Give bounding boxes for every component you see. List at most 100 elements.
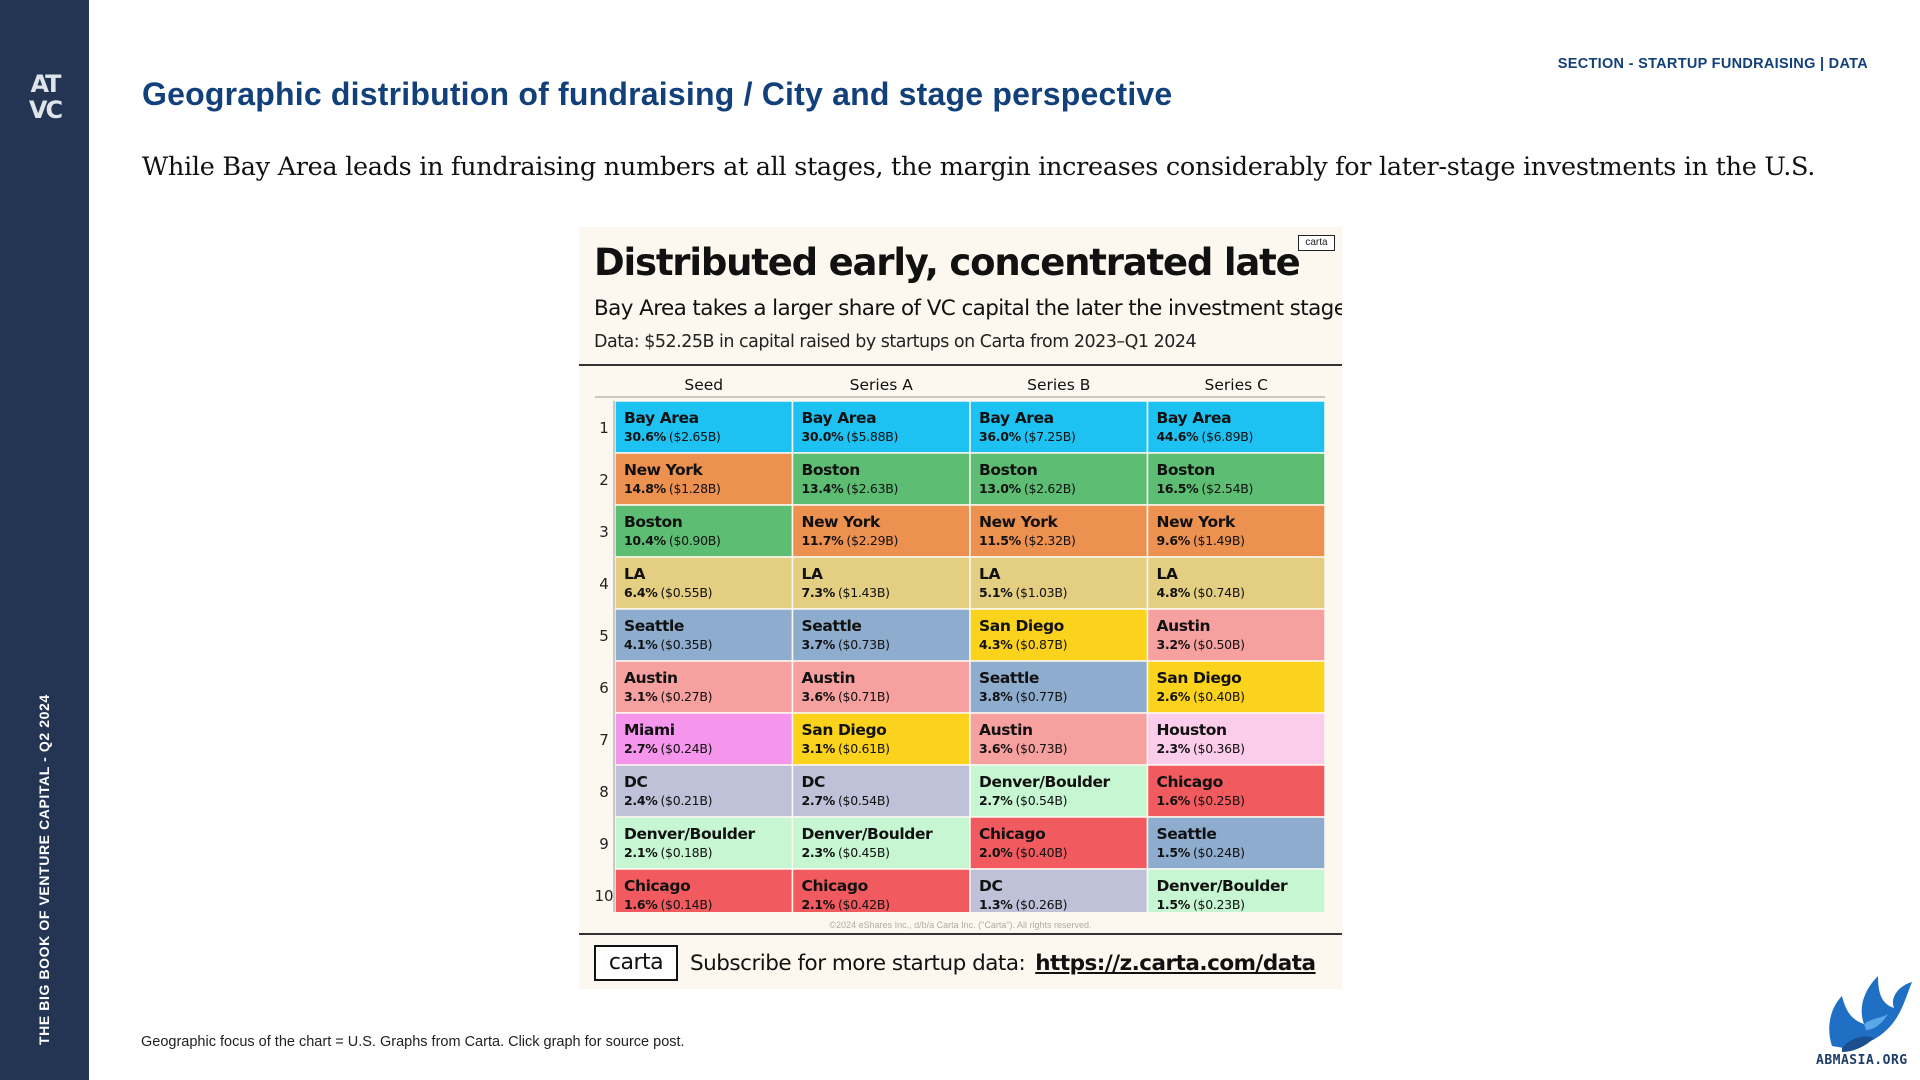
cell-city: New York bbox=[1157, 513, 1236, 531]
cell-stat: 1.3% ($0.26B) bbox=[979, 897, 1067, 912]
cell-city: Denver/Boulder bbox=[802, 825, 934, 843]
cell-amount: ($2.65B) bbox=[669, 429, 721, 444]
cell-amount: ($0.54B) bbox=[1015, 793, 1067, 808]
eagle-logo-icon bbox=[1829, 976, 1912, 1052]
cell-city: San Diego bbox=[979, 617, 1064, 635]
cell-pct: 3.2% bbox=[1157, 637, 1191, 652]
rank-label: 2 bbox=[599, 471, 609, 489]
cell-pct: 13.0% bbox=[979, 481, 1022, 496]
cell-amount: ($0.36B) bbox=[1193, 741, 1245, 756]
cell-city: San Diego bbox=[1157, 669, 1242, 687]
cell-stat: 3.2% ($0.50B) bbox=[1157, 637, 1245, 652]
cell-bg bbox=[791, 712, 971, 766]
cell-city: Seattle bbox=[979, 669, 1039, 687]
chart-image[interactable]: Distributed early, concentrated late car… bbox=[579, 227, 1342, 989]
cell-amount: ($0.90B) bbox=[669, 533, 721, 548]
chart-data-note: Data: $52.25B in capital raised by start… bbox=[594, 332, 1197, 352]
cell-amount: ($0.24B) bbox=[660, 741, 712, 756]
cell-pct: 3.6% bbox=[802, 689, 836, 704]
cell-pct: 9.6% bbox=[1157, 533, 1191, 548]
cell-stat: 2.3% ($0.45B) bbox=[802, 845, 890, 860]
cell-stat: 3.1% ($0.27B) bbox=[624, 689, 712, 704]
cell-amount: ($2.62B) bbox=[1024, 481, 1076, 496]
cell-stat: 2.1% ($0.18B) bbox=[624, 845, 712, 860]
cell-stat: 2.1% ($0.42B) bbox=[802, 897, 890, 912]
cell-stat: 16.5% ($2.54B) bbox=[1157, 481, 1254, 496]
cell-amount: ($0.24B) bbox=[1193, 845, 1245, 860]
cell-stat: 1.5% ($0.24B) bbox=[1157, 845, 1245, 860]
cell-pct: 3.1% bbox=[624, 689, 658, 704]
section-label: SECTION - STARTUP FUNDRAISING | DATA bbox=[1557, 56, 1868, 72]
cell-bg bbox=[969, 556, 1149, 610]
cell-pct: 2.7% bbox=[802, 793, 836, 808]
cell-stat: 3.8% ($0.77B) bbox=[979, 689, 1067, 704]
cell-amount: ($0.77B) bbox=[1015, 689, 1067, 704]
cell-bg bbox=[791, 400, 971, 454]
cell-bg bbox=[791, 452, 971, 506]
cell-amount: ($0.42B) bbox=[838, 897, 890, 912]
cell-pct: 3.7% bbox=[802, 637, 836, 652]
cell-city: Austin bbox=[979, 721, 1033, 739]
cell-amount: ($0.14B) bbox=[660, 897, 712, 912]
cell-pct: 2.1% bbox=[624, 845, 658, 860]
cell-pct: 5.1% bbox=[979, 585, 1013, 600]
subscribe-cta: Subscribe for more startup data: https://… bbox=[690, 951, 1316, 976]
divider bbox=[579, 933, 1342, 935]
cell-city: Chicago bbox=[802, 877, 868, 895]
cell-bg bbox=[1146, 868, 1326, 912]
cell-city: Chicago bbox=[1157, 773, 1223, 791]
column-header: Seed bbox=[684, 376, 723, 394]
cell-amount: ($0.55B) bbox=[660, 585, 712, 600]
cell-bg bbox=[969, 712, 1149, 766]
rank-label: 9 bbox=[599, 835, 609, 853]
cell-stat: 2.0% ($0.40B) bbox=[979, 845, 1067, 860]
rank-label: 10 bbox=[594, 887, 613, 905]
cell-amount: ($1.49B) bbox=[1193, 533, 1245, 548]
cell-amount: ($0.61B) bbox=[838, 741, 890, 756]
cell-city: Boston bbox=[1157, 461, 1215, 479]
cell-city: DC bbox=[979, 877, 1002, 895]
cell-amount: ($0.50B) bbox=[1193, 637, 1245, 652]
cell-amount: ($0.27B) bbox=[660, 689, 712, 704]
cell-bg bbox=[969, 608, 1149, 662]
cell-stat: 9.6% ($1.49B) bbox=[1157, 533, 1245, 548]
subscribe-link[interactable]: https://z.carta.com/data bbox=[1035, 951, 1316, 976]
cell-pct: 10.4% bbox=[624, 533, 667, 548]
column-header: Series A bbox=[850, 376, 914, 394]
rank-label: 1 bbox=[599, 419, 609, 437]
cell-stat: 4.8% ($0.74B) bbox=[1157, 585, 1245, 600]
cell-city: Denver/Boulder bbox=[1157, 877, 1289, 895]
cell-amount: ($0.21B) bbox=[660, 793, 712, 808]
cell-city: New York bbox=[802, 513, 881, 531]
cell-pct: 7.3% bbox=[802, 585, 836, 600]
cell-pct: 1.3% bbox=[979, 897, 1013, 912]
cell-city: Bay Area bbox=[624, 409, 699, 427]
rank-label: 7 bbox=[599, 731, 609, 749]
cell-city: Houston bbox=[1157, 721, 1227, 739]
cell-city: Bay Area bbox=[802, 409, 877, 427]
cell-pct: 4.1% bbox=[624, 637, 658, 652]
cell-pct: 2.4% bbox=[624, 793, 658, 808]
cell-city: Denver/Boulder bbox=[979, 773, 1111, 791]
cell-city: Chicago bbox=[624, 877, 690, 895]
cell-city: Boston bbox=[979, 461, 1037, 479]
cell-city: LA bbox=[802, 565, 823, 583]
cell-pct: 3.8% bbox=[979, 689, 1013, 704]
cell-stat: 7.3% ($1.43B) bbox=[802, 585, 890, 600]
cell-pct: 2.0% bbox=[979, 845, 1013, 860]
footnote: Geographic focus of the chart = U.S. Gra… bbox=[141, 1034, 685, 1050]
cell-bg bbox=[969, 504, 1149, 558]
cell-amount: ($2.29B) bbox=[846, 533, 898, 548]
cell-pct: 36.0% bbox=[979, 429, 1022, 444]
cell-bg bbox=[1146, 452, 1326, 506]
cell-city: Seattle bbox=[802, 617, 862, 635]
cell-stat: 11.7% ($2.29B) bbox=[802, 533, 899, 548]
cell-bg bbox=[1146, 712, 1326, 766]
cell-bg bbox=[614, 764, 794, 818]
cell-amount: ($0.40B) bbox=[1193, 689, 1245, 704]
logo-text-bottom: VC bbox=[28, 96, 63, 124]
cell-amount: ($0.74B) bbox=[1193, 585, 1245, 600]
cell-bg bbox=[791, 556, 971, 610]
cell-amount: ($0.26B) bbox=[1015, 897, 1067, 912]
cell-stat: 11.5% ($2.32B) bbox=[979, 533, 1076, 548]
